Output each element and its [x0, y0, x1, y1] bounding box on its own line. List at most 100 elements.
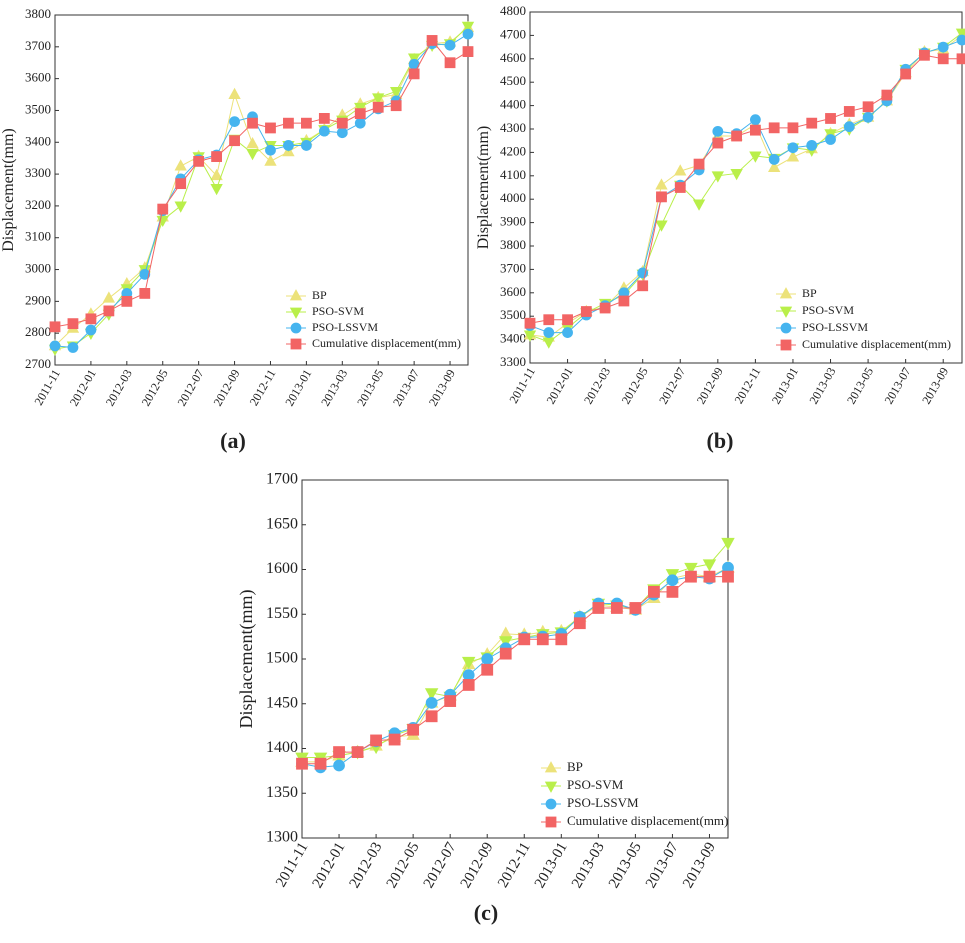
marker — [611, 602, 622, 613]
marker — [543, 338, 554, 348]
marker — [230, 117, 240, 127]
marker — [68, 343, 78, 353]
marker — [334, 760, 345, 771]
y-axis-label: Displacement(mm) — [236, 590, 257, 729]
x-tick-label: 2012-07 — [421, 839, 460, 891]
marker — [731, 169, 742, 179]
y-tick-label: 1450 — [266, 694, 298, 711]
y-tick-label: 3600 — [25, 70, 51, 85]
x-tick-label: 2012-03 — [103, 367, 135, 409]
marker — [482, 664, 493, 675]
x-tick-label: 2013-03 — [806, 365, 838, 407]
marker — [247, 149, 258, 159]
marker — [408, 724, 419, 735]
marker — [781, 307, 792, 317]
marker — [463, 47, 473, 57]
marker — [104, 306, 114, 316]
x-tick-label: 2012-07 — [175, 367, 207, 409]
marker — [675, 183, 685, 193]
marker — [463, 679, 474, 690]
y-tick-label: 3700 — [25, 38, 51, 53]
y-tick-label: 1350 — [266, 784, 298, 801]
marker — [704, 571, 715, 582]
marker — [556, 634, 567, 645]
x-tick-label: 2012-01 — [67, 367, 99, 409]
x-tick-label: 2013-01 — [532, 840, 571, 891]
marker — [563, 328, 573, 338]
marker — [769, 154, 779, 164]
x-tick-label: 2011-11 — [31, 367, 63, 408]
marker — [176, 179, 186, 189]
marker — [732, 131, 742, 141]
x-tick-label: 2012-11 — [731, 365, 763, 406]
x-tick-label: 2013-09 — [680, 840, 719, 891]
x-tick-label: 2013-01 — [769, 365, 801, 407]
marker — [807, 118, 817, 128]
x-tick-label: 2012-01 — [543, 365, 575, 407]
marker — [426, 697, 437, 708]
y-tick-label: 3100 — [25, 229, 51, 244]
marker — [537, 634, 548, 645]
marker — [712, 172, 723, 182]
marker — [482, 654, 493, 665]
marker — [863, 102, 873, 112]
series-line — [302, 568, 728, 768]
marker — [334, 747, 345, 758]
marker — [212, 152, 222, 162]
y-tick-label: 4800 — [500, 3, 526, 18]
marker — [656, 192, 666, 202]
marker — [427, 35, 437, 45]
marker — [788, 123, 798, 133]
y-tick-label: 3600 — [500, 284, 526, 299]
y-tick-label: 1400 — [266, 739, 298, 756]
marker — [103, 292, 114, 302]
marker — [750, 152, 761, 162]
series-line — [530, 55, 962, 323]
x-tick-label: 2012-03 — [347, 840, 386, 891]
marker — [581, 307, 591, 317]
marker — [373, 102, 383, 112]
legend-label: PSO-LSSVM — [567, 795, 639, 810]
marker — [844, 106, 854, 116]
marker — [723, 571, 734, 582]
legend-label: PSO-LSSVM — [802, 320, 868, 334]
marker — [426, 711, 437, 722]
marker — [750, 125, 760, 135]
y-tick-label: 3400 — [500, 331, 526, 346]
marker — [685, 571, 696, 582]
caption: (a) — [220, 428, 246, 453]
y-tick-label: 2900 — [25, 292, 51, 307]
marker — [713, 126, 723, 136]
marker — [563, 315, 573, 325]
caption: (b) — [707, 428, 734, 453]
y-tick-label: 3400 — [25, 133, 51, 148]
marker — [901, 69, 911, 79]
legend-label: BP — [802, 286, 817, 300]
marker — [781, 340, 791, 350]
legend-label: Cumulative displacement(mm) — [312, 336, 461, 350]
y-tick-label: 2700 — [25, 356, 51, 371]
marker — [957, 35, 965, 45]
marker — [863, 112, 873, 122]
marker — [355, 109, 365, 119]
marker — [291, 308, 302, 318]
marker — [546, 817, 556, 827]
y-tick-label: 1300 — [266, 829, 298, 846]
marker — [265, 145, 275, 155]
x-tick-label: 2012-05 — [619, 365, 651, 407]
series-line — [530, 33, 962, 342]
marker — [352, 747, 363, 758]
marker — [194, 156, 204, 166]
legend-label: BP — [567, 759, 583, 774]
marker — [619, 296, 629, 306]
x-tick-label: 2011-11 — [273, 840, 311, 890]
marker — [544, 328, 554, 338]
y-tick-label: 3900 — [500, 214, 526, 229]
y-tick-label: 4600 — [500, 50, 526, 65]
marker — [371, 735, 382, 746]
marker — [337, 118, 347, 128]
marker — [445, 58, 455, 68]
marker — [694, 159, 704, 169]
